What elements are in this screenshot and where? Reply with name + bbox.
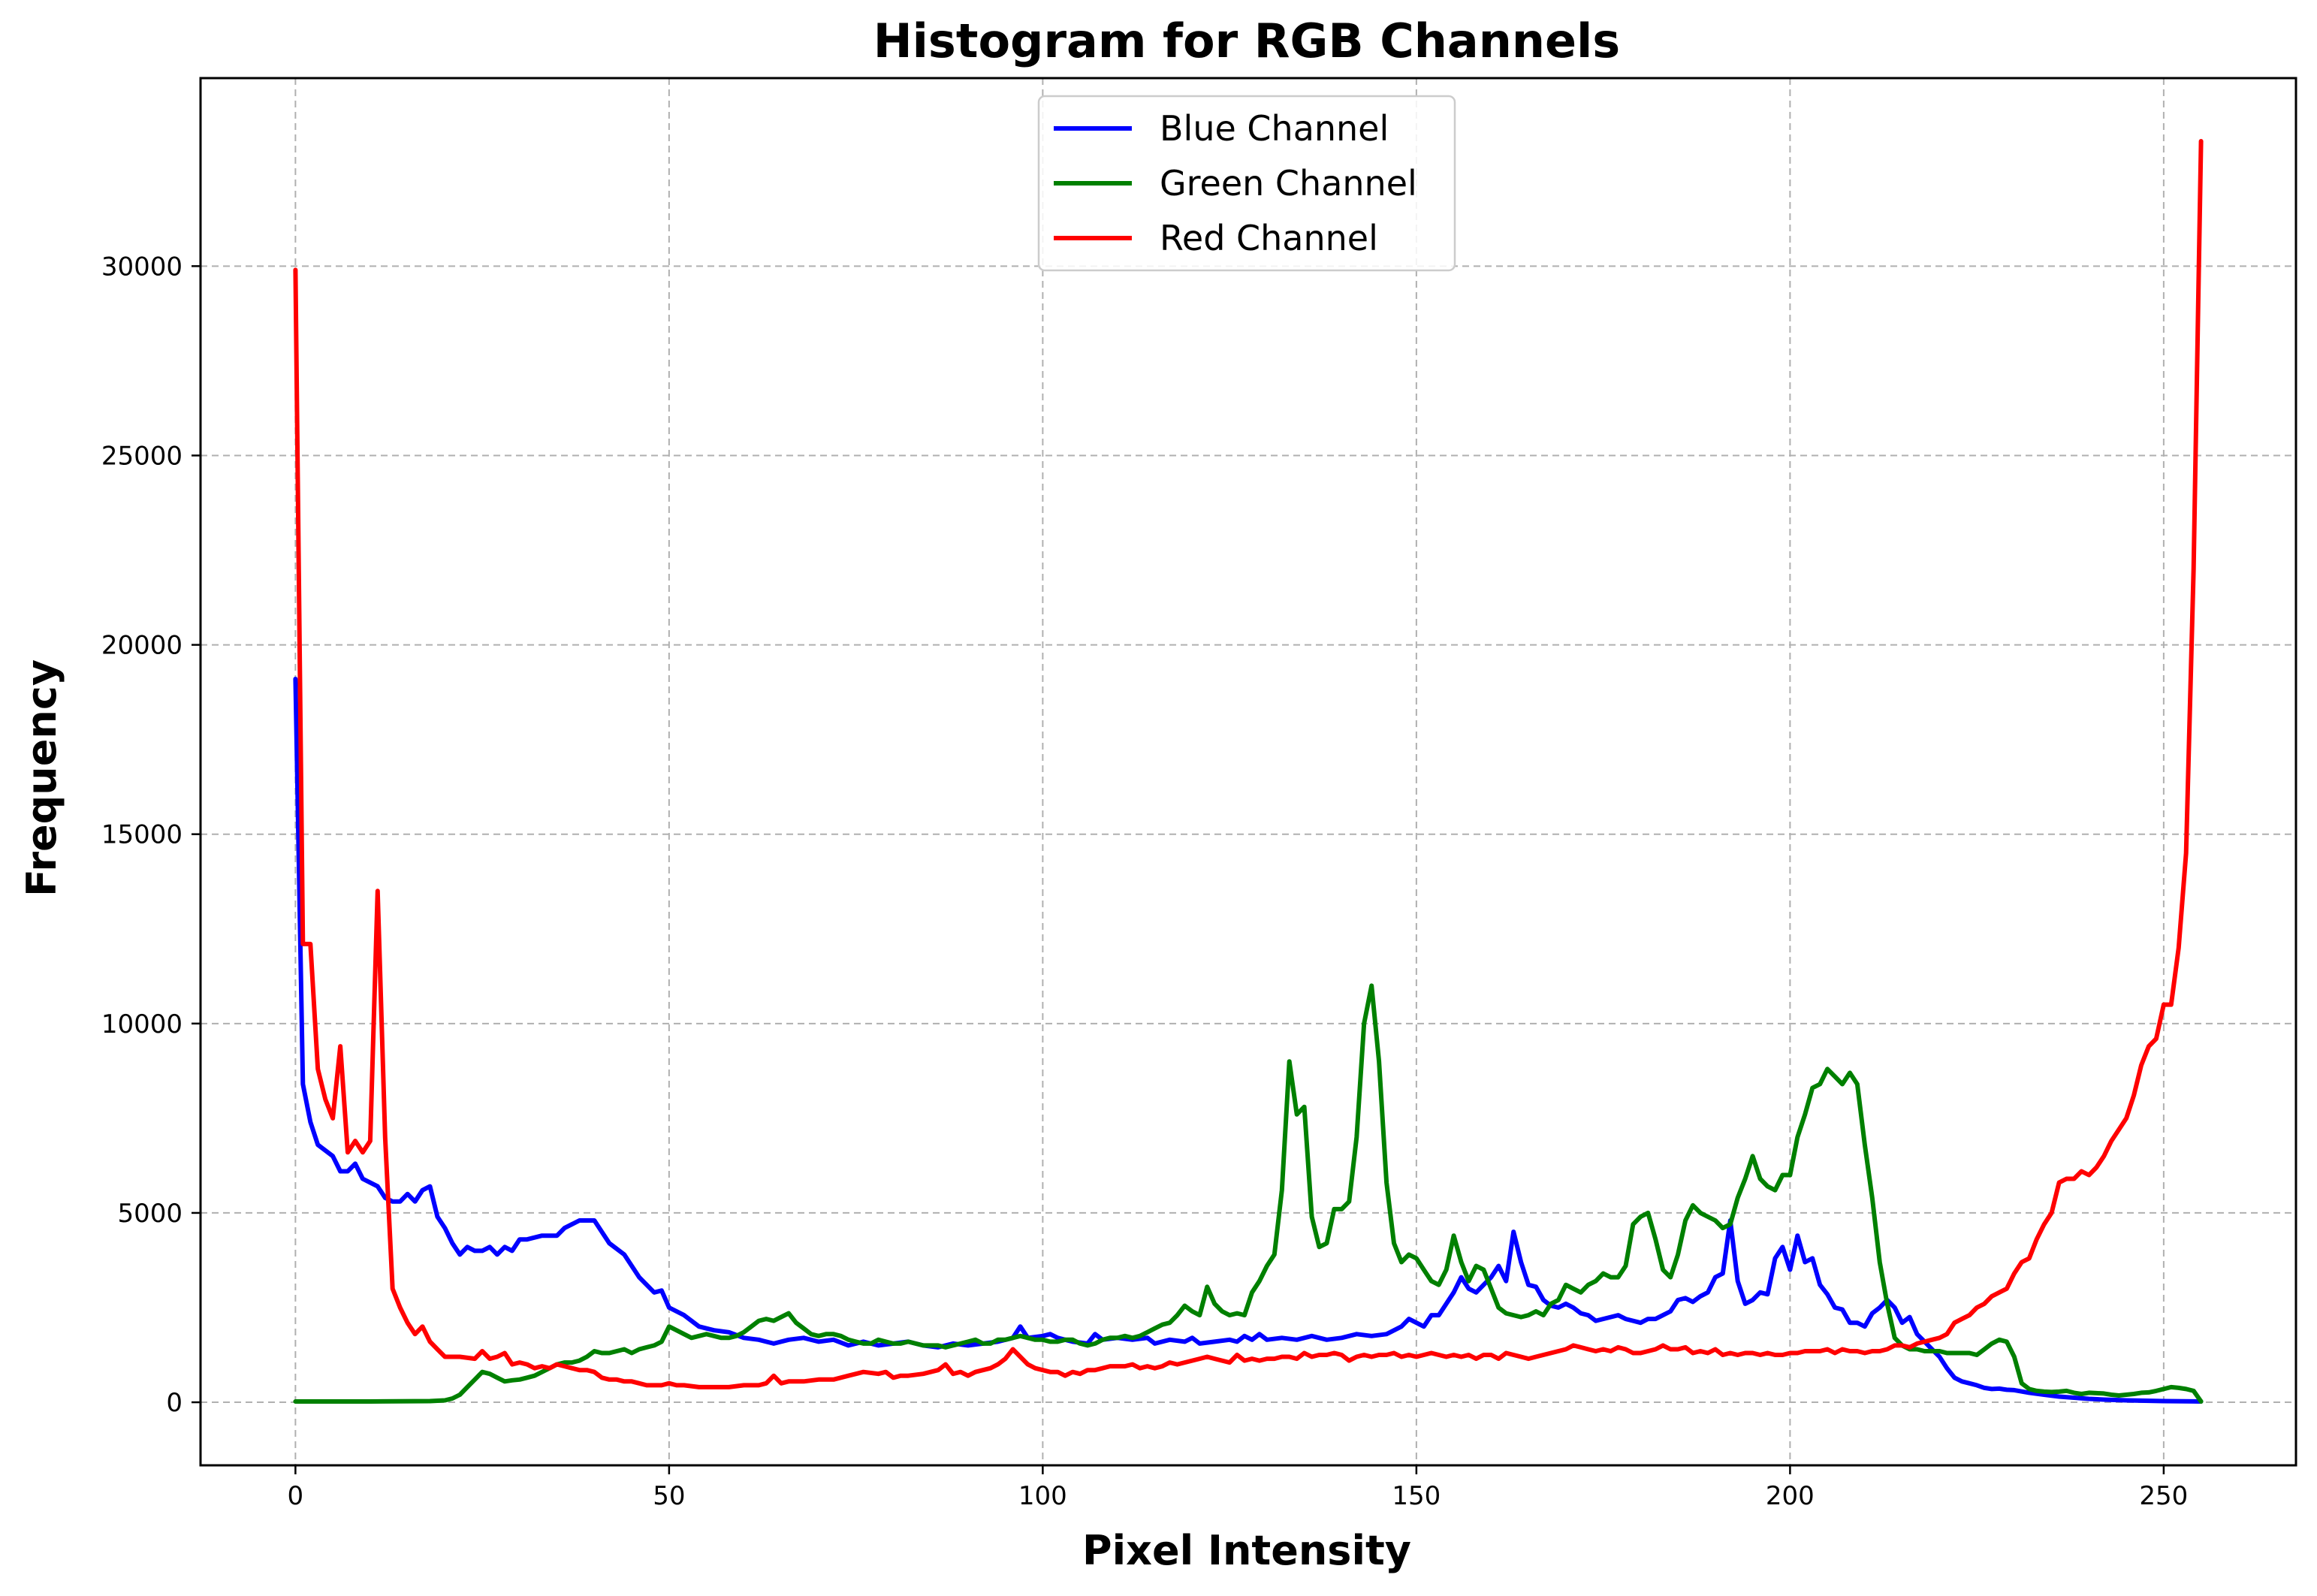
y-tick-label: 30000 [101,252,183,282]
x-tick-label: 0 [288,1481,304,1511]
y-tick-label: 20000 [101,631,183,661]
legend-label-green-channel: Green Channel [1160,163,1417,204]
y-tick-label: 5000 [117,1199,183,1229]
y-axis-label: Frequency [18,659,65,897]
x-axis-ticks: 0 50 100 150 200 250 [288,1465,2188,1511]
y-tick-label: 10000 [101,1009,183,1039]
legend-label-red-channel: Red Channel [1160,218,1378,258]
red-channel-line [293,139,2204,1389]
legend: Blue Channel Green Channel Red Channel [1037,95,1456,272]
x-axis-label: Pixel Intensity [1082,1527,1411,1574]
y-tick-label: 15000 [101,820,183,850]
series-layer [293,139,2204,1404]
x-tick-label: 250 [2139,1481,2188,1511]
y-axis-ticks: 0 5000 10000 15000 20000 25000 30000 [101,252,201,1418]
blue-channel-line [293,677,2204,1404]
x-tick-label: 200 [1766,1481,1815,1511]
legend-label-blue-channel: Blue Channel [1160,108,1389,149]
x-tick-label: 150 [1392,1481,1441,1511]
x-tick-label: 50 [653,1481,685,1511]
chart-title: Histogram for RGB Channels [873,14,1620,68]
legend-box [1037,95,1456,272]
x-tick-label: 100 [1018,1481,1067,1511]
y-tick-label: 0 [166,1388,183,1418]
plot-frame [199,77,2297,1467]
y-tick-label: 25000 [101,441,183,471]
